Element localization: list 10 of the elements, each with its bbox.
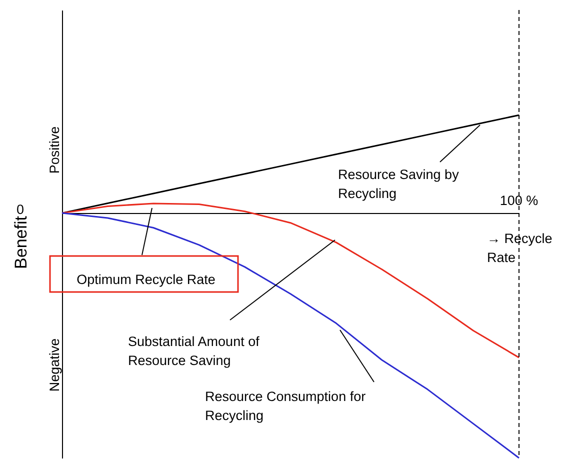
annotation: Optimum Recycle Rate — [76, 272, 216, 287]
annotation: 100 % — [500, 193, 538, 208]
y-axis-title: Benefit — [12, 216, 30, 269]
annotation: Negative — [47, 338, 62, 392]
annotation: Positive — [47, 126, 62, 174]
text: 0 — [16, 202, 24, 217]
annotation: Substantial Amount of Resource Saving — [128, 334, 260, 368]
annotation: Resource Saving by Recycling — [338, 167, 460, 201]
annotation: → Recycle Rate — [487, 231, 552, 265]
annotation: Resource Consumption for Recycling — [205, 389, 366, 423]
